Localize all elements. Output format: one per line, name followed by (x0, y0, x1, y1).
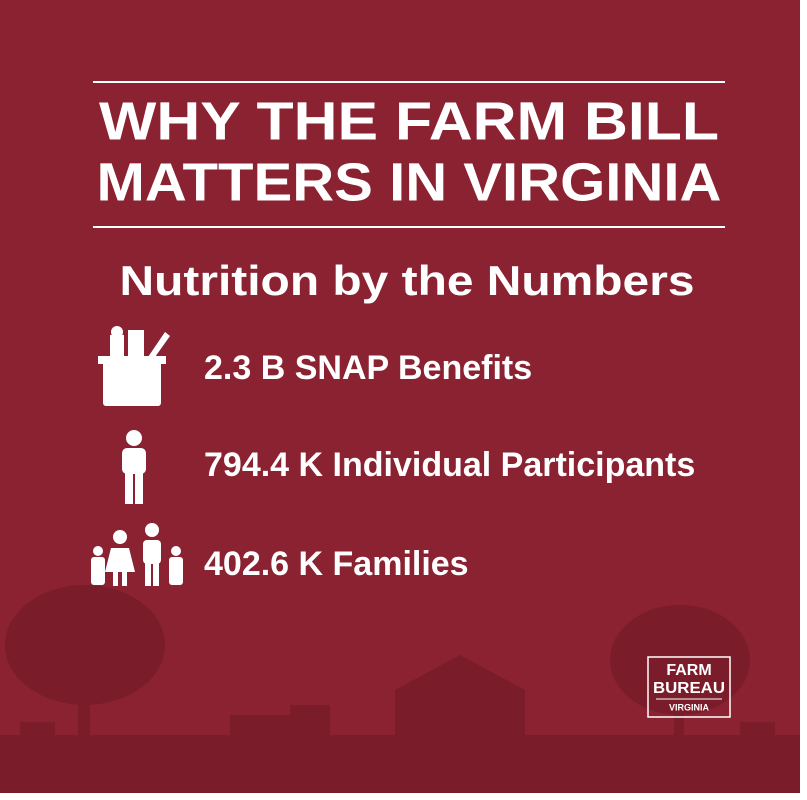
stat-text: 794.4 K Individual Participants (204, 446, 695, 484)
title-line: WHY THE FARM BILL (99, 91, 719, 151)
stat-text: 2.3 B SNAP Benefits (204, 349, 532, 387)
stat-text: 402.6 K Families (204, 545, 469, 583)
page: WHY THE FARM BILL MATTERS IN VIRGINIA Nu… (0, 0, 807, 800)
logo-text: VIRGINIA (669, 702, 710, 712)
logo-text: BUREAU (653, 680, 725, 697)
infographic: WHY THE FARM BILL MATTERS IN VIRGINIA Nu… (0, 0, 807, 800)
title-line: MATTERS IN VIRGINIA (97, 152, 722, 212)
logo-text: FARM (666, 662, 711, 679)
subtitle: Nutrition by the Numbers (120, 257, 695, 304)
